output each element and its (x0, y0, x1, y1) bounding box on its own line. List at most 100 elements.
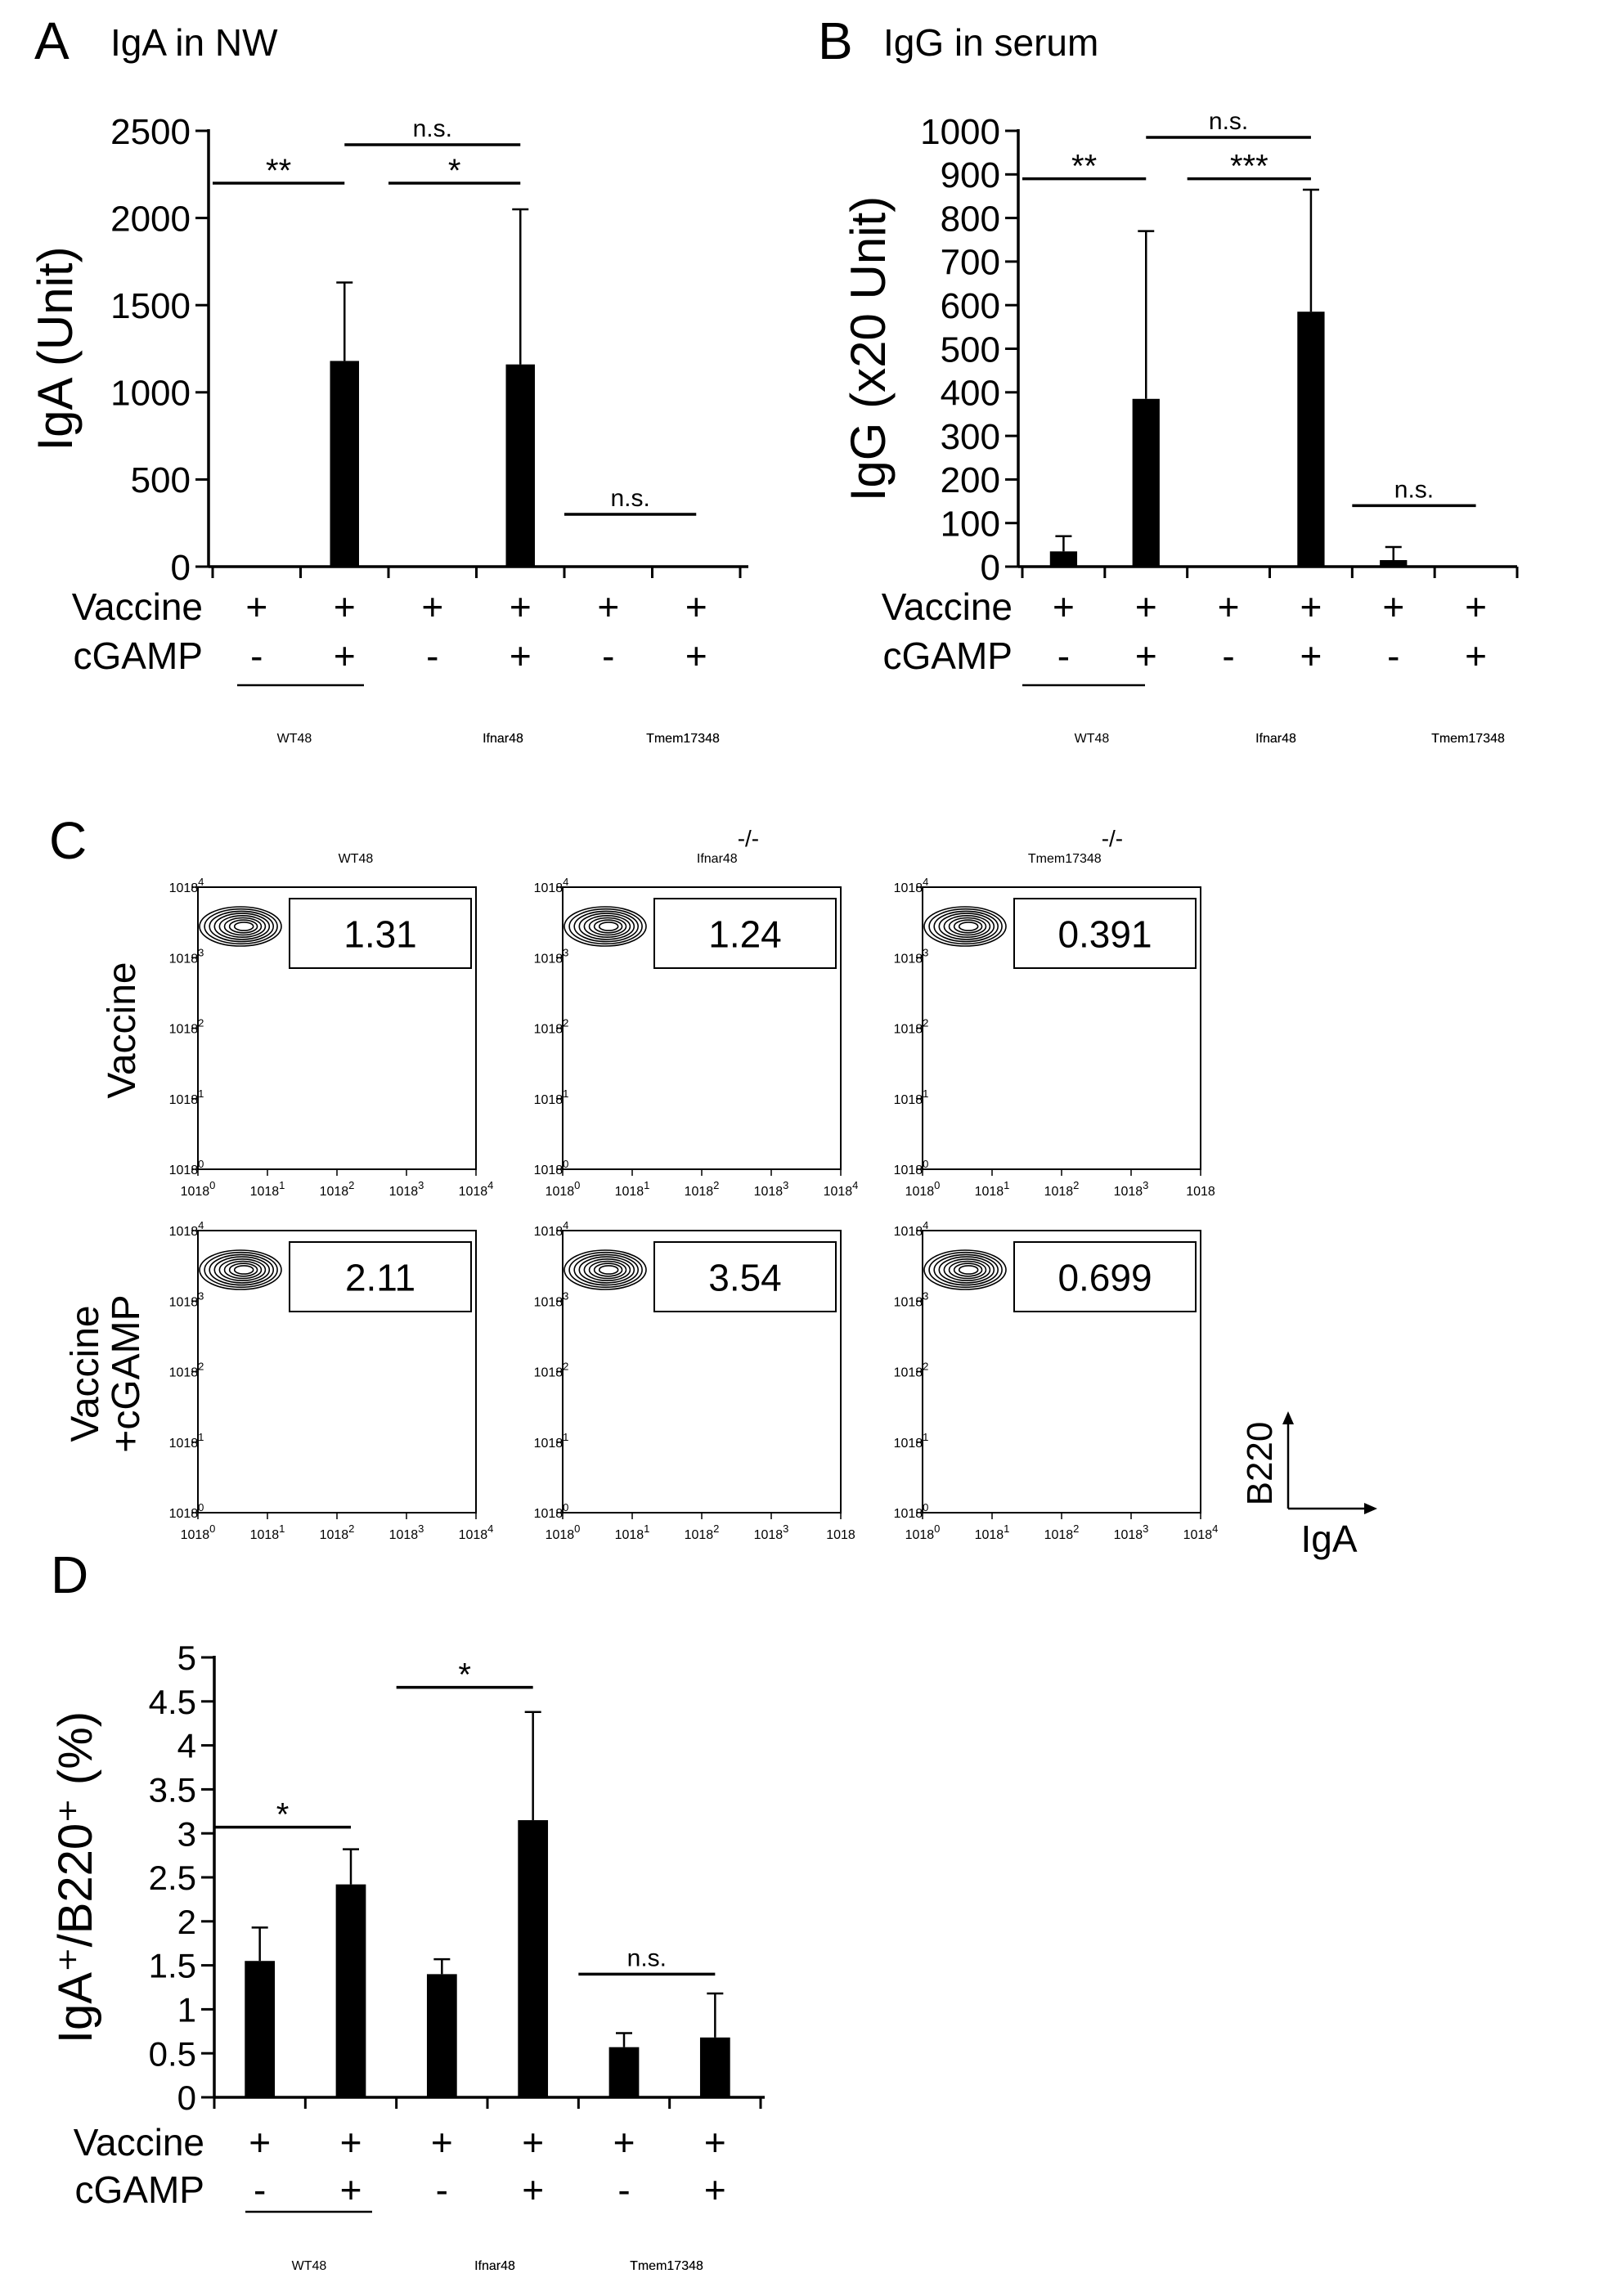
flow-plot: 1.31 (191, 886, 477, 1176)
[object Object]: 10180 (169, 1158, 204, 1177)
cgamp-sign: - (426, 635, 438, 677)
contour-line (923, 1249, 1007, 1290)
row-label: +cGAMP (105, 1294, 148, 1452)
vaccine-sign: + (1300, 585, 1322, 628)
contour-line (199, 1249, 282, 1290)
[object Object]: 10184 (169, 1219, 204, 1239)
bar (426, 1974, 457, 2097)
y-tick-label: 700 (941, 243, 1000, 283)
cgamp-sign: - (254, 2168, 266, 2211)
cgamp-sign: + (685, 635, 707, 677)
contour-line (953, 919, 983, 934)
gate-percentage: 1.31 (344, 913, 417, 956)
significance-label: n.s. (413, 115, 452, 142)
y-tick-label: 600 (941, 286, 1000, 326)
contour-line (228, 1262, 258, 1277)
cgamp-sign: + (704, 2168, 726, 2211)
y-tick-label: 1.5 (149, 1947, 196, 1985)
vaccine-sign: + (1382, 585, 1404, 628)
[object Object]: Tmem17348 (630, 2259, 703, 2273)
[object Object]: 10184 (824, 1179, 859, 1199)
contour-line (218, 1258, 267, 1282)
y-tick-label: 4.5 (149, 1683, 196, 1721)
gate-box (1013, 1241, 1197, 1312)
vaccine-sign: + (249, 2121, 271, 2164)
y-tick-label: 0 (171, 548, 191, 588)
[object Object]: 10183 (1114, 1179, 1149, 1199)
significance-label: n.s. (1209, 108, 1248, 135)
cgamp-sign: - (250, 635, 263, 677)
cgamp-sign: - (436, 2168, 448, 2211)
contour-line (564, 906, 647, 947)
row-label-vaccine: Vaccine (72, 585, 203, 628)
cgamp-sign: - (1057, 635, 1070, 677)
row-label-cgamp: cGAMP (883, 635, 1013, 677)
contour-line (568, 1251, 643, 1289)
contour-line (588, 1260, 627, 1280)
significance-label: *** (1230, 149, 1269, 185)
y-tick-label: 4 (177, 1727, 196, 1765)
contour-line (938, 1256, 995, 1284)
vaccine-sign: + (1135, 585, 1157, 628)
bar (1380, 560, 1408, 567)
cgamp-sign: + (510, 635, 532, 677)
contour-line (233, 1265, 254, 1275)
chart-title: IgG in serum (883, 21, 1098, 64)
cgamp-sign: + (1465, 635, 1487, 677)
[object Object]: 10181 (250, 1179, 285, 1199)
[object Object]: 10181 (615, 1179, 650, 1199)
cgamp-sign: + (340, 2168, 362, 2211)
[object Object]: 10180 (546, 1179, 581, 1199)
axis-key-y-label: B220 (1240, 1422, 1280, 1506)
bar (1297, 312, 1325, 567)
[object Object]: 10181 (250, 1522, 285, 1542)
[object Object]: 10184 (894, 876, 929, 895)
[object Object]: Tmem17348 (1431, 732, 1505, 746)
y-tick-label: 3.5 (149, 1771, 196, 1809)
[object Object]: 10181 (975, 1522, 1010, 1542)
row-label: Vaccine (101, 962, 144, 1098)
contour-line (928, 1251, 1003, 1289)
vaccine-sign: + (597, 585, 619, 628)
vaccine-sign: + (431, 2121, 453, 2164)
[object Object]: 10180 (905, 1522, 941, 1542)
gate-box (653, 1241, 837, 1312)
y-tick-label: 100 (941, 504, 1000, 545)
cgamp-sign: + (522, 2168, 544, 2211)
y-tick-label: 900 (941, 155, 1000, 195)
bar (505, 364, 535, 567)
y-tick-label: 500 (131, 460, 191, 500)
vaccine-sign: + (1053, 585, 1075, 628)
[object Object]: 10181 (169, 1087, 204, 1107)
axis-key-x-label: IgA (1300, 1518, 1357, 1560)
bar (608, 2047, 640, 2097)
flow-plot: 0.699 (916, 1230, 1201, 1519)
y-tick-label: 2 (177, 1903, 196, 1941)
y-tick-label: 300 (941, 417, 1000, 457)
cgamp-sign: + (1135, 635, 1157, 677)
contour-line (958, 1265, 979, 1275)
[object Object]: 1018 (826, 1528, 855, 1542)
contour-line (933, 910, 999, 943)
[object Object]: 10184 (459, 1179, 494, 1199)
contour-line (928, 908, 1003, 945)
axis-key: B220 IgA (1240, 1411, 1377, 1560)
gate-percentage: 0.391 (1057, 913, 1152, 956)
significance-label: * (276, 1797, 290, 1833)
cgamp-sign: + (1300, 635, 1322, 677)
y-tick-label: 1000 (110, 374, 191, 414)
row-label-vaccine: Vaccine (882, 585, 1013, 628)
[object Object]: Tmem17348 (1431, 732, 1505, 746)
significance-label: n.s. (627, 1944, 667, 1971)
y-axis-label: IgG (x20 Unit) (841, 196, 896, 501)
[object Object]: 10182 (685, 1179, 720, 1199)
bar (518, 1820, 549, 2097)
contour-line (598, 922, 619, 931)
[object Object]: 10182 (894, 1361, 929, 1380)
panel-a: A IgA in NW 0 500 1000 1500 2000 2500 IgA (Unit)… (28, 11, 748, 687)
[object Object]: 10183 (754, 1522, 789, 1542)
[object Object]: WT48 (1075, 732, 1110, 746)
significance-label: * (458, 1657, 471, 1693)
